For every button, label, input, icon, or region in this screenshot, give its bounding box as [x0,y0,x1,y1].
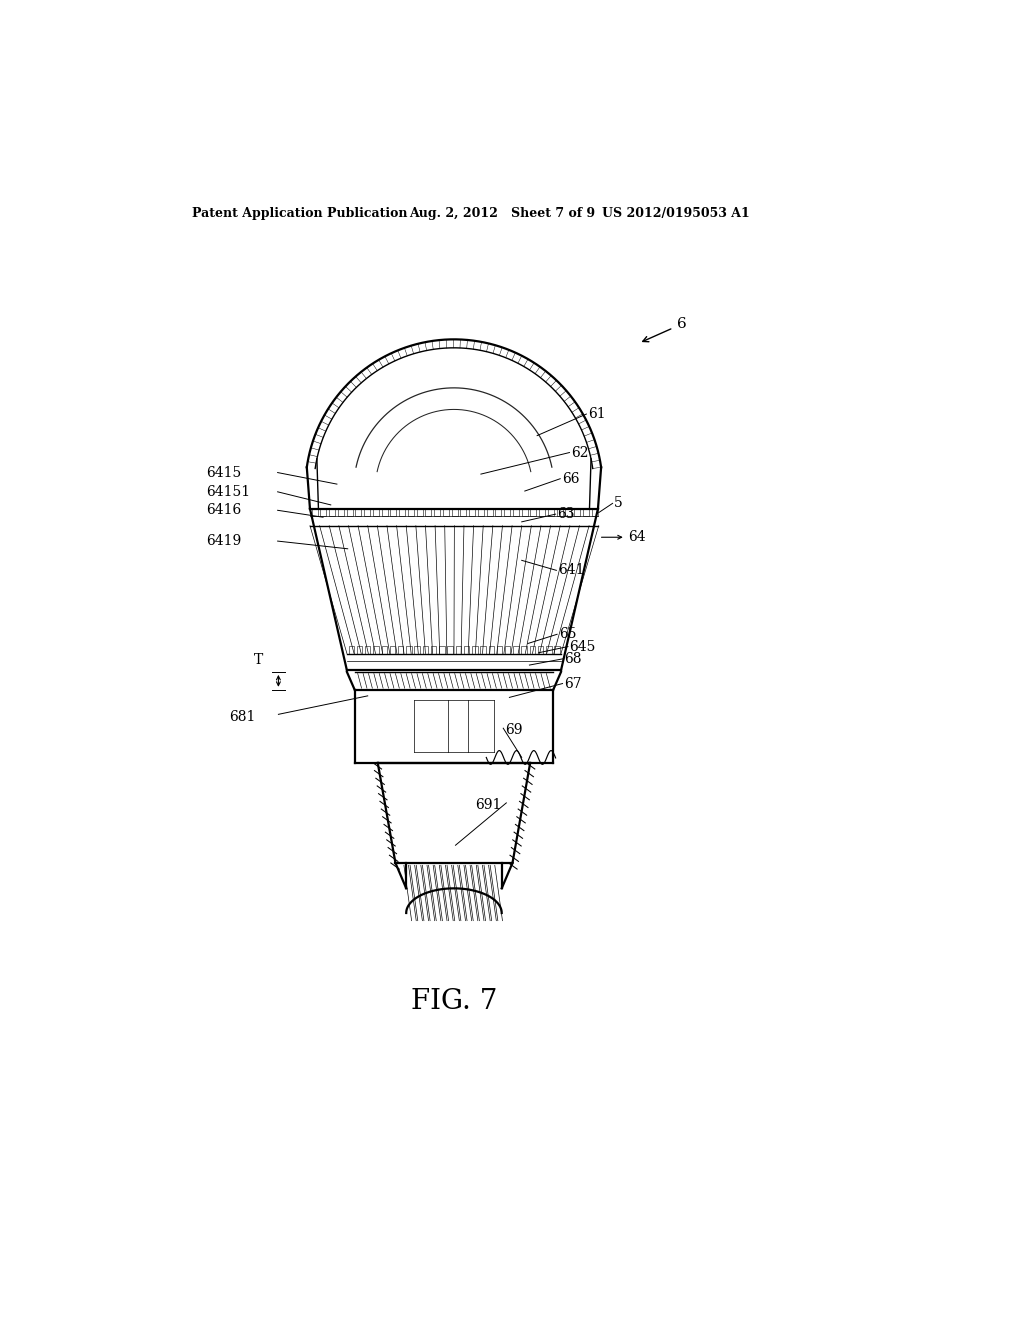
Bar [529,645,536,653]
Bar [374,645,379,653]
Bar [365,508,370,516]
Bar [548,508,554,516]
Text: T: T [254,653,263,668]
Text: US 2012/0195053 A1: US 2012/0195053 A1 [602,207,750,220]
Text: FIG. 7: FIG. 7 [411,989,498,1015]
Text: 68: 68 [564,652,582,665]
Text: 6: 6 [677,317,687,331]
Text: 6416: 6416 [206,503,242,517]
Bar [538,645,544,653]
Text: Patent Application Publication: Patent Application Publication [193,207,408,220]
Bar [311,508,317,516]
Text: 691: 691 [475,799,502,812]
Text: 66: 66 [562,471,580,486]
Bar [513,508,519,516]
Bar [557,508,562,516]
Bar [382,645,387,653]
Text: 645: 645 [569,640,596,653]
Bar [497,645,502,653]
Bar [321,508,327,516]
Text: 63: 63 [557,507,574,521]
Bar [330,508,335,516]
Bar [399,508,406,516]
Bar [423,645,428,653]
Bar [496,508,502,516]
Bar [521,645,527,653]
Bar [504,508,510,516]
Text: 65: 65 [559,627,577,642]
Bar [443,508,449,516]
Bar [480,645,485,653]
Bar [355,508,361,516]
Bar [390,645,395,653]
Bar [431,645,436,653]
Bar [513,645,519,653]
Bar [365,645,371,653]
Bar [554,645,560,653]
Bar [486,508,493,516]
Bar [408,508,414,516]
Text: 5: 5 [614,496,623,511]
Bar [488,645,494,653]
Bar [464,645,469,653]
Bar [338,508,344,516]
Bar [356,645,362,653]
Text: 61: 61 [588,407,605,421]
Text: 67: 67 [564,677,582,690]
Bar [373,508,379,516]
Bar [348,645,354,653]
Text: 641: 641 [558,564,585,577]
Bar [390,508,396,516]
Bar [469,508,475,516]
Bar [521,508,527,516]
Bar [530,508,537,516]
Bar [452,508,458,516]
Bar [382,508,388,516]
Bar [415,645,420,653]
Bar [565,508,571,516]
Bar [434,508,440,516]
Text: 6419: 6419 [206,535,242,548]
Bar [447,645,453,653]
Bar [540,508,545,516]
Bar [472,645,477,653]
Text: 681: 681 [229,710,256,723]
Bar [407,645,412,653]
Text: 6415: 6415 [206,466,242,479]
Bar [583,508,589,516]
Text: 64151: 64151 [206,484,250,499]
Text: 62: 62 [571,446,589,459]
Bar [478,508,484,516]
Bar [456,645,461,653]
Bar [347,508,352,516]
Bar [417,508,423,516]
Bar [574,508,581,516]
Bar [546,645,552,653]
Bar [592,508,598,516]
Text: 64: 64 [628,531,645,544]
Bar [461,508,466,516]
Bar [398,645,403,653]
Text: Aug. 2, 2012   Sheet 7 of 9: Aug. 2, 2012 Sheet 7 of 9 [410,207,595,220]
Bar [505,645,510,653]
Text: 69: 69 [505,723,522,737]
Bar [425,508,431,516]
Bar [439,645,444,653]
